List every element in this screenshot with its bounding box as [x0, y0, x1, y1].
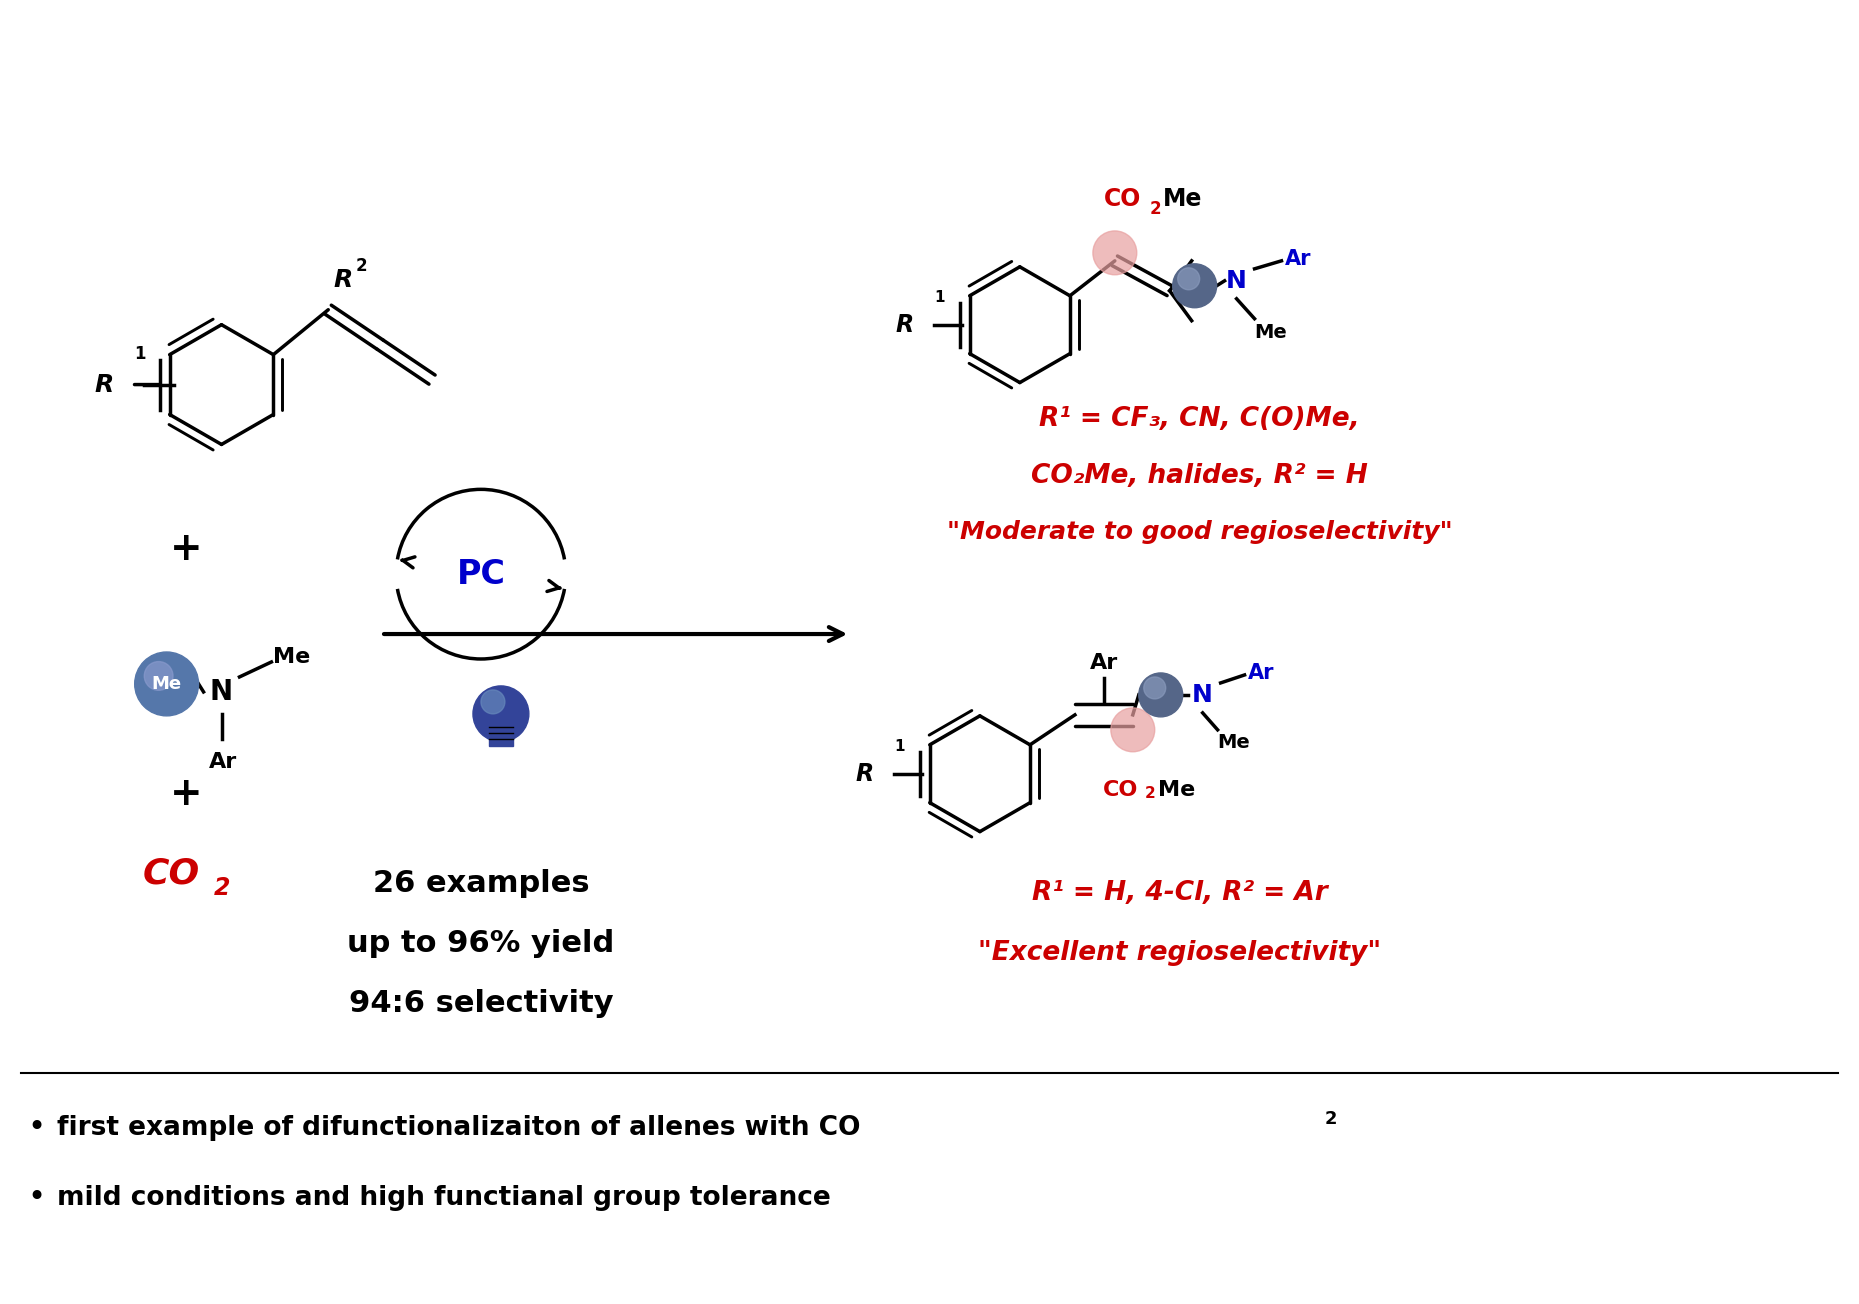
- Text: R¹ = H, 4-Cl, R² = Ar: R¹ = H, 4-Cl, R² = Ar: [1032, 880, 1327, 906]
- Text: 26 examples: 26 examples: [372, 868, 589, 898]
- Text: R: R: [95, 373, 113, 396]
- Text: 1: 1: [134, 344, 145, 363]
- Text: R¹ = CF₃, CN, C(O)Me,: R¹ = CF₃, CN, C(O)Me,: [1039, 407, 1359, 433]
- Text: 2: 2: [355, 257, 366, 275]
- Text: Ar: Ar: [210, 752, 238, 772]
- Circle shape: [1112, 708, 1154, 752]
- Text: Ar: Ar: [1285, 249, 1311, 269]
- Bar: [489, 726, 513, 746]
- Text: PC: PC: [457, 558, 506, 591]
- Text: 1: 1: [933, 289, 944, 305]
- Circle shape: [1143, 677, 1166, 699]
- Text: •: •: [26, 1114, 45, 1142]
- Text: R: R: [896, 313, 915, 336]
- Text: 2: 2: [1145, 786, 1156, 801]
- Text: 2: 2: [1149, 200, 1162, 218]
- Text: "Excellent regioselectivity": "Excellent regioselectivity": [978, 940, 1381, 966]
- Circle shape: [145, 661, 173, 690]
- Circle shape: [481, 690, 506, 713]
- Text: •: •: [26, 1183, 45, 1213]
- Text: N: N: [1227, 269, 1247, 293]
- Text: CO: CO: [1104, 186, 1141, 211]
- Circle shape: [1093, 231, 1138, 275]
- Text: Me: Me: [1255, 323, 1286, 342]
- Text: Me: Me: [1158, 780, 1195, 799]
- Circle shape: [1140, 673, 1182, 717]
- Circle shape: [134, 652, 199, 716]
- Text: Me: Me: [273, 647, 310, 666]
- Text: Me: Me: [1218, 733, 1251, 752]
- Text: N: N: [210, 678, 232, 705]
- Circle shape: [1179, 267, 1199, 289]
- Circle shape: [472, 686, 528, 742]
- Text: N: N: [1192, 683, 1214, 707]
- Text: up to 96% yield: up to 96% yield: [348, 928, 615, 958]
- Text: 2: 2: [214, 876, 231, 901]
- Circle shape: [1173, 263, 1216, 308]
- Text: +: +: [171, 531, 203, 569]
- Text: R: R: [855, 762, 874, 786]
- Text: 1: 1: [894, 739, 905, 754]
- Text: CO: CO: [143, 857, 201, 891]
- Text: CO: CO: [1102, 780, 1138, 799]
- Text: mild conditions and high functianal group tolerance: mild conditions and high functianal grou…: [58, 1185, 831, 1211]
- Text: Ar: Ar: [1089, 653, 1117, 673]
- Text: 2: 2: [1324, 1110, 1337, 1128]
- Text: first example of difunctionalizaiton of allenes with CO: first example of difunctionalizaiton of …: [58, 1115, 861, 1141]
- Text: 94:6 selectivity: 94:6 selectivity: [349, 988, 613, 1017]
- Text: Me: Me: [1162, 186, 1203, 211]
- Text: Me: Me: [152, 675, 182, 692]
- Text: R: R: [333, 267, 353, 292]
- Text: Ar: Ar: [1247, 662, 1273, 683]
- Text: "Moderate to good regioselectivity": "Moderate to good regioselectivity": [946, 520, 1452, 544]
- Text: CO₂Me, halides, R² = H: CO₂Me, halides, R² = H: [1032, 463, 1368, 489]
- Text: +: +: [171, 775, 203, 812]
